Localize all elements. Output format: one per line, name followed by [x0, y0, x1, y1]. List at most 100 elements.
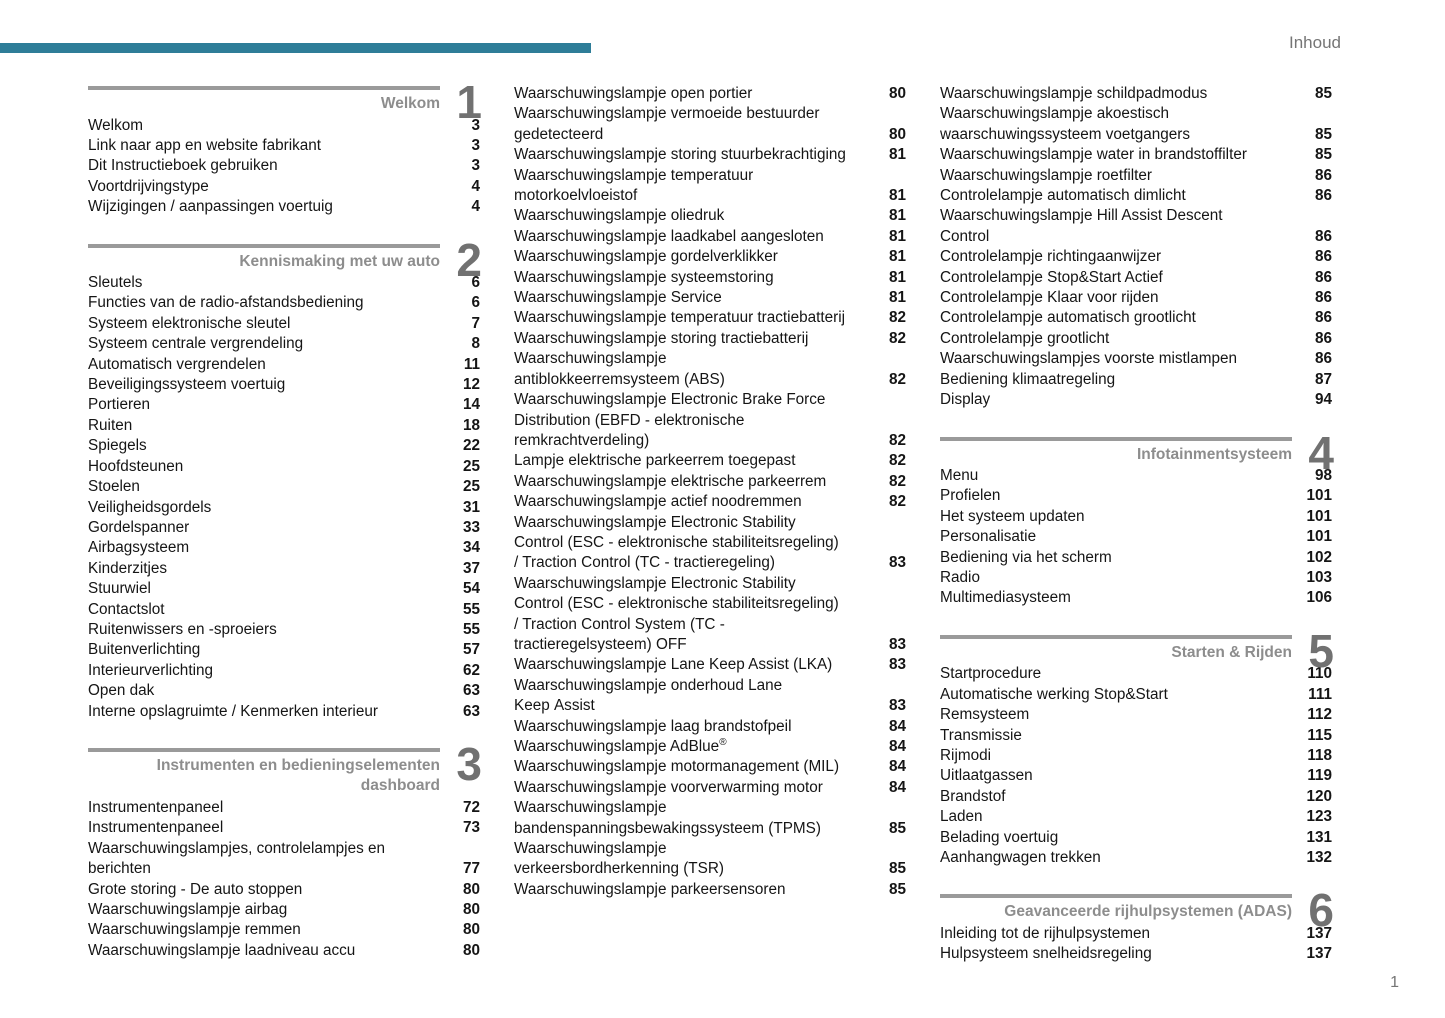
toc-entry-page-number: 7: [471, 314, 480, 332]
toc-entry-label: Interieurverlichting: [88, 661, 213, 679]
toc-entry-page-number: 137: [1306, 945, 1332, 963]
toc-entry: Waarschuwingslampje antiblokkeerremsyste…: [514, 349, 906, 390]
toc-entry-page-number: 72: [462, 798, 480, 816]
toc-entry-page-number: 81: [888, 248, 906, 266]
toc-entry-page-number: 101: [1306, 528, 1332, 546]
toc-entry: Belading voertuig 131: [940, 828, 1332, 848]
toc-entry-page-number: 12: [462, 376, 480, 394]
toc-entry-label: Waarschuwingslampje elektrische parkeerr…: [514, 472, 827, 490]
toc-entry: Waarschuwingslampje laadkabel aangeslote…: [514, 227, 906, 247]
toc-entry-label: Waarschuwingslampje Lane Keep Assist (LK…: [514, 656, 833, 674]
toc-entry-page-number: 110: [1307, 665, 1332, 683]
toc-entry-page-number: 73: [462, 819, 480, 837]
toc-entry-label: Remsysteem: [940, 706, 1030, 724]
toc-entry-label: Waarschuwingslampje motormanagement (MIL…: [514, 758, 840, 776]
toc-entry: Waarschuwingslampje laadniveau accu 80: [88, 941, 480, 961]
toc-entry-page-number: 101: [1306, 487, 1332, 505]
toc-entry: Waarschuwingslampje open portier 80: [514, 84, 906, 104]
toc-entry: Waarschuwingslampje Lane Keep Assist (LK…: [514, 655, 906, 675]
toc-entry: Personalisatie 101: [940, 527, 1332, 547]
toc-entry: Waarschuwingslampje voorverwarming motor…: [514, 778, 906, 798]
toc-entry-label: Waarschuwingslampje temperatuur motorkoe…: [514, 166, 754, 205]
toc-entry-page-number: 62: [462, 661, 480, 679]
toc-entry-page-number: 86: [1314, 309, 1332, 327]
toc-entry: Waarschuwingslampje Service 81: [514, 288, 906, 308]
toc-entry-page-number: 84: [888, 778, 906, 796]
page-header-title: Inhoud: [1289, 33, 1341, 52]
toc-entry-label: Dit Instructieboek gebruiken: [88, 157, 278, 175]
section-rule: [88, 86, 440, 90]
toc-entry-label: Automatisch vergrendelen: [88, 355, 266, 373]
toc-entry-page-number: 3: [471, 157, 480, 175]
section-title: Infotainmentsysteem: [1136, 445, 1292, 463]
toc-entry: Waarschuwingslampjes, controlelampjes en…: [88, 839, 480, 880]
toc-entry-page-number: 3: [471, 116, 480, 134]
toc-entry-page-number: 85: [888, 860, 906, 878]
toc-entry-label: Waarschuwingslampje antiblokkeerremsyste…: [514, 350, 725, 388]
toc-entry-page-number: 82: [888, 452, 906, 470]
toc-entry-page-number: 98: [1314, 467, 1332, 484]
toc-entry-list: Instrumentenpaneel 72 Instrumentenpaneel 73…: [88, 798, 480, 961]
toc-entry-page-number: 86: [1314, 268, 1332, 286]
toc-entry-label: Display: [940, 391, 991, 409]
toc-entry-page-number: 119: [1307, 767, 1332, 785]
toc-entry-label: Systeem elektronische sleutel: [88, 314, 291, 332]
toc-entry: Instrumentenpaneel 72: [88, 798, 480, 818]
toc-entry-page-number: 80: [462, 880, 480, 898]
section-title: Kennismaking met uw auto: [239, 252, 440, 270]
toc-entry: Controlelampje grootlicht 86: [940, 329, 1332, 349]
toc-entry-label: Link naar app en website fabrikant: [88, 136, 322, 154]
toc-entry: Uitlaatgassen 119: [940, 766, 1332, 786]
toc-entry-page-number: 132: [1306, 849, 1332, 866]
toc-entry-label: Kinderzitjes: [88, 559, 168, 577]
section-rule: [88, 747, 440, 752]
toc-entry-page-number: 120: [1306, 787, 1332, 805]
toc-entry-label: Waarschuwingslampje airbag: [88, 901, 288, 918]
toc-entry: Hoofdsteunen 25: [88, 457, 480, 477]
section-number: 5: [1308, 624, 1334, 677]
toc-entry-page-number: 112: [1307, 706, 1332, 724]
toc-entry-page-number: 84: [888, 758, 906, 776]
toc-entry-list: Startprocedure 110 Automatische werking St…: [940, 664, 1332, 868]
toc-entry-label: Systeem centrale vergrendeling: [88, 335, 304, 353]
toc-entry: Controlelampje Stop&Start Actief 86: [940, 268, 1332, 288]
toc-entry-page-number: 34: [462, 539, 480, 557]
toc-entry-label: Waarschuwingslampje storing tractiebatte…: [514, 329, 809, 347]
toc-entry: Menu 98: [940, 466, 1332, 486]
toc-entry-page-number: 82: [888, 431, 906, 449]
toc-entry-page-number: 94: [1314, 391, 1332, 409]
toc-entry-label: Sleutels: [88, 274, 143, 292]
toc-entry: Controlelampje richtingaanwijzer 86: [940, 247, 1332, 267]
toc-entry: Waarschuwingslampje temperatuur tractieb…: [514, 308, 906, 328]
toc-entry-page-number: 86: [1314, 329, 1332, 347]
toc-entry: Waarschuwingslampje Electronic Stability…: [514, 574, 906, 656]
toc-entry-label: Waarschuwingslampje AdBlue®: [514, 736, 727, 755]
toc-entry: Kinderzitjes 37: [88, 559, 480, 579]
toc-entry-page-number: 84: [888, 738, 906, 755]
toc-entry-label: Waarschuwingslampje temperatuur tractieb…: [514, 309, 846, 327]
toc-entry-label: Rijmodi: [940, 746, 991, 764]
toc-entry-label: Controlelampje automatisch dimlicht: [940, 187, 1186, 205]
toc-entry-label: Waarschuwingslampje roetfilter: [940, 166, 1152, 184]
toc-entry-label: Waarschuwingslampje akoestisch waarschuw…: [940, 105, 1190, 143]
toc-entry-page-number: 86: [1314, 289, 1332, 307]
toc-entry-page-number: 77: [462, 860, 480, 878]
toc-entry-page-number: 83: [888, 656, 906, 674]
toc-entry-label: Hulpsysteem snelheidsregeling: [940, 945, 1152, 963]
toc-entry-page-number: 4: [471, 177, 480, 195]
toc-entry: Waarschuwingslampje AdBlue® 84: [514, 737, 906, 757]
toc-entry-page-number: 80: [462, 941, 480, 959]
toc-entry-label: Gordelspanner: [88, 518, 190, 536]
toc-entry: Waarschuwingslampje gordelverklikker 81: [514, 247, 906, 267]
toc-entry-page-number: 82: [888, 472, 906, 490]
toc-entry: Grote storing - De auto stoppen 80: [88, 880, 480, 900]
toc-entry-page-number: 111: [1308, 685, 1332, 703]
toc-entry-page-number: 83: [888, 697, 906, 715]
toc-entry-label: Startprocedure: [940, 665, 1042, 683]
toc-entry-label: Waarschuwingslampje Electronic Stability…: [514, 513, 839, 572]
toc-entry-page-number: 84: [888, 717, 906, 735]
toc-entry-label: Bediening via het scherm: [940, 548, 1112, 566]
toc-entry-label: Automatische werking Stop&Start: [940, 685, 1168, 703]
toc-entry-page-number: 85: [1314, 146, 1332, 164]
toc-entry-page-number: 81: [888, 187, 906, 205]
